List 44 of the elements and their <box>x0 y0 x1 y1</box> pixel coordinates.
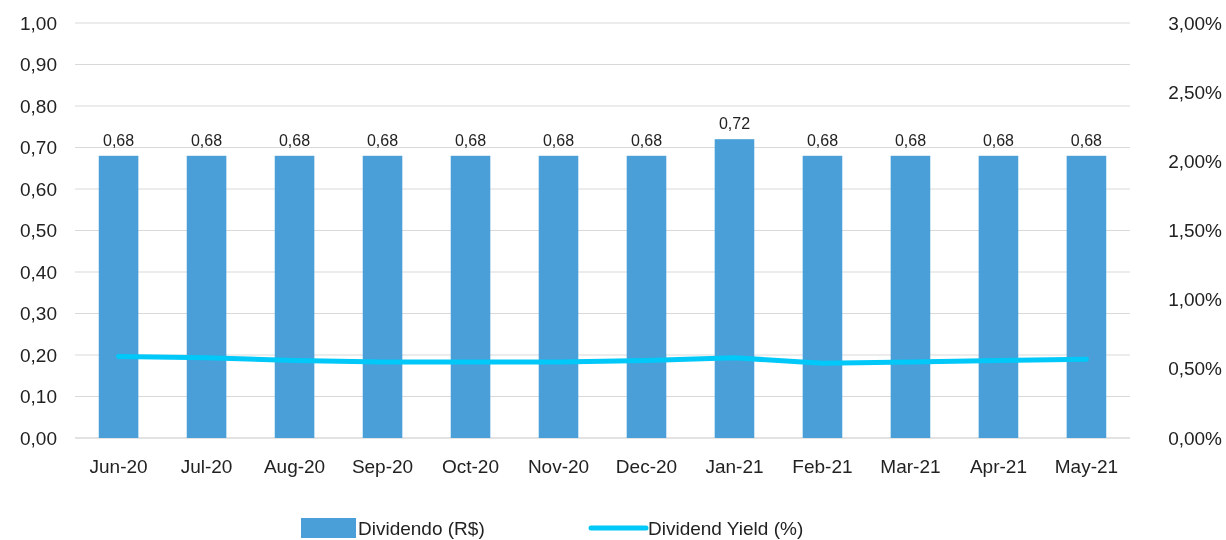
y-tick-label: 0,60 <box>20 178 57 200</box>
y-tick-label: 0,40 <box>20 261 57 283</box>
data-label: 0,68 <box>366 131 399 149</box>
legend-label: Dividend Yield (%) <box>648 517 804 539</box>
x-tick-label: Jan-21 <box>705 456 764 477</box>
x-tick-label: Apr-21 <box>969 456 1027 477</box>
x-tick-label: Nov-20 <box>527 456 590 477</box>
y2-tick-label: 1,00% <box>1168 289 1223 311</box>
data-label: 0,68 <box>278 131 311 149</box>
y2-tick-label: 0,00% <box>1168 427 1223 449</box>
x-tick-label: Oct-20 <box>442 456 500 477</box>
data-label: 0,68 <box>454 131 487 149</box>
x-tick-label: Sep-20 <box>351 456 414 477</box>
y-tick-label: 0,90 <box>20 54 57 76</box>
x-tick-label: Jul-20 <box>180 456 233 477</box>
y-tick-label: 0,10 <box>20 386 57 408</box>
y-tick-label: 0,20 <box>20 344 57 366</box>
x-tick-label: Jun-20 <box>89 456 148 477</box>
x-tick-label: May-21 <box>1054 456 1119 477</box>
y2-tick-label: 3,00% <box>1168 12 1223 34</box>
data-label: 0,68 <box>806 131 839 149</box>
y-tick-label: 0,80 <box>20 95 57 117</box>
x-tick-label: Aug-20 <box>263 456 326 477</box>
data-label: 0,68 <box>894 131 927 149</box>
y2-tick-label: 0,50% <box>1168 358 1223 380</box>
y2-tick-label: 1,50% <box>1168 220 1223 242</box>
x-tick-label: Dec-20 <box>615 456 678 477</box>
x-tick-label: Mar-21 <box>880 456 941 477</box>
data-label: 0,68 <box>190 131 223 149</box>
y-tick-label: 0,70 <box>20 137 57 159</box>
data-label: 0,68 <box>102 131 135 149</box>
data-label: 0,68 <box>1070 131 1103 149</box>
data-label: 0,72 <box>718 115 751 133</box>
y-tick-label: 0,50 <box>20 220 57 242</box>
y2-tick-label: 2,50% <box>1168 81 1223 103</box>
y2-tick-label: 2,00% <box>1168 150 1223 172</box>
y-tick-label: 0,30 <box>20 303 57 325</box>
data-label: 0,68 <box>982 131 1015 149</box>
data-label: 0,68 <box>630 131 663 149</box>
y-tick-label: 0,00 <box>20 427 57 449</box>
y-tick-label: 1,00 <box>20 12 57 34</box>
data-label: 0,68 <box>542 131 575 149</box>
legend-label: Dividendo (R$) <box>358 517 485 539</box>
x-tick-label: Feb-21 <box>792 456 853 477</box>
